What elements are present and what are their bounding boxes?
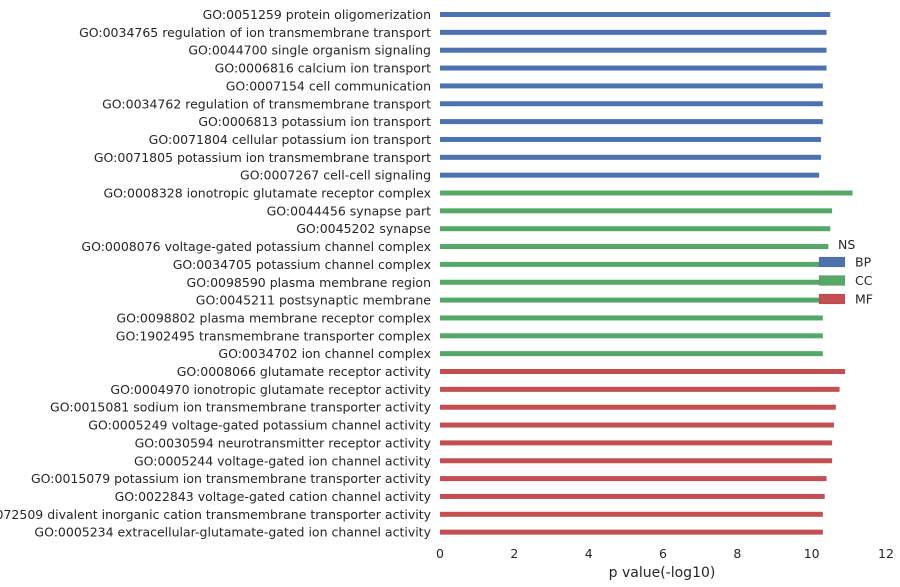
x-tick-label: 12 bbox=[878, 546, 894, 561]
category-label: GO:0045202 synapse bbox=[296, 221, 431, 236]
category-label: GO:0072509 divalent inorganic cation tra… bbox=[0, 507, 432, 522]
bar-cc bbox=[440, 351, 823, 357]
category-label: GO:0098590 plasma membrane region bbox=[187, 275, 431, 290]
category-label: GO:0034702 ion channel complex bbox=[218, 346, 431, 361]
bar-bp bbox=[440, 12, 831, 17]
bar-mf bbox=[440, 476, 827, 482]
x-tick-label: 10 bbox=[804, 546, 820, 561]
x-tick-label: 2 bbox=[510, 546, 518, 561]
category-label: GO:0034762 regulation of transmembrane t… bbox=[102, 96, 431, 111]
bar-bp bbox=[440, 172, 820, 178]
category-label: GO:0015081 sodium ion transmembrane tran… bbox=[50, 400, 432, 415]
category-label: GO:0051259 protein oligomerization bbox=[203, 7, 431, 22]
bar-mf bbox=[440, 529, 823, 535]
category-label: GO:0008066 glutamate receptor activity bbox=[177, 364, 432, 379]
category-label: GO:0006816 calcium ion transport bbox=[215, 61, 431, 76]
x-axis-label: p value(-log10) bbox=[609, 565, 716, 581]
legend-swatch-cc bbox=[818, 275, 846, 286]
category-label: GO:0022843 voltage-gated cation channel … bbox=[115, 489, 432, 504]
bar-cc bbox=[440, 333, 823, 339]
bar-cc bbox=[440, 244, 829, 250]
category-label: GO:0034765 regulation of ion transmembra… bbox=[79, 25, 431, 40]
bar-bp bbox=[440, 65, 827, 71]
category-label: GO:0005249 voltage-gated potassium chann… bbox=[88, 418, 431, 433]
category-label: GO:0098802 plasma membrane receptor comp… bbox=[116, 310, 431, 325]
legend: NS BP CC MF bbox=[818, 237, 873, 307]
bar-mf bbox=[440, 493, 825, 499]
category-label: GO:0015079 potassium ion transmembrane t… bbox=[31, 471, 432, 486]
bar-cc bbox=[440, 315, 823, 321]
category-label: GO:1902495 transmembrane transporter com… bbox=[116, 328, 431, 343]
legend-swatch-mf bbox=[818, 293, 846, 305]
bar-mf bbox=[440, 422, 834, 428]
bar-bp bbox=[440, 29, 827, 35]
legend-label-mf: MF bbox=[855, 292, 873, 307]
category-label: GO:0008328 ionotropic glutamate receptor… bbox=[104, 186, 432, 201]
legend-title: NS bbox=[838, 237, 855, 252]
legend-swatch-bp bbox=[818, 256, 846, 268]
bar-bp bbox=[440, 47, 827, 53]
bar-cc bbox=[440, 279, 825, 285]
legend-entries: BP CC MF bbox=[818, 255, 873, 307]
legend-label-cc: CC bbox=[855, 273, 873, 288]
x-tick-label: 8 bbox=[733, 546, 741, 561]
x-tick-label: 4 bbox=[585, 546, 593, 561]
category-label: GO:0007267 cell-cell signaling bbox=[240, 168, 431, 183]
category-label: GO:0045211 postsynaptic membrane bbox=[196, 293, 432, 308]
bars-group bbox=[440, 12, 853, 535]
bar-mf bbox=[440, 369, 846, 374]
bar-cc bbox=[440, 208, 833, 214]
bar-bp bbox=[440, 101, 823, 107]
bar-mf bbox=[440, 511, 823, 517]
x-tick-label: 0 bbox=[436, 546, 444, 561]
bar-cc bbox=[440, 190, 853, 196]
category-label: GO:0005244 voltage-gated ion channel act… bbox=[134, 453, 432, 468]
category-label: GO:0007154 cell communication bbox=[226, 78, 431, 93]
bar-mf bbox=[440, 404, 836, 410]
category-label: GO:0030594 neurotransmitter receptor act… bbox=[135, 435, 432, 450]
bar-bp bbox=[440, 83, 823, 89]
bar-bp bbox=[440, 154, 821, 160]
bar-cc bbox=[440, 261, 827, 267]
category-labels-group: GO:0051259 protein oligomerization GO:003… bbox=[0, 7, 432, 540]
category-label: GO:0008076 voltage-gated potassium chann… bbox=[81, 239, 431, 254]
bar-cc bbox=[440, 297, 823, 303]
legend-label-bp: BP bbox=[855, 255, 872, 270]
category-label: GO:0004970 ionotropic glutamate receptor… bbox=[110, 382, 431, 397]
bar-mf bbox=[440, 440, 833, 446]
category-label: GO:0071804 cellular potassium ion transp… bbox=[149, 132, 431, 147]
category-label: GO:0034705 potassium channel complex bbox=[173, 257, 431, 272]
x-tick-labels-group: 0 2 4 6 8 10 12 bbox=[436, 546, 894, 561]
bar-bp bbox=[440, 136, 821, 142]
bar-mf bbox=[440, 458, 833, 464]
category-label: GO:0044700 single organism signaling bbox=[188, 43, 431, 58]
bar-mf bbox=[440, 386, 840, 392]
bar-cc bbox=[440, 226, 831, 232]
bar-bp bbox=[440, 119, 823, 125]
category-label: GO:0071805 potassium ion transmembrane t… bbox=[94, 150, 431, 165]
category-label: GO:0006813 potassium ion transport bbox=[198, 114, 431, 129]
x-tick-label: 6 bbox=[659, 546, 667, 561]
category-label: GO:0044456 synapse part bbox=[267, 203, 431, 218]
category-label: GO:0005234 extracellular-glutamate-gated… bbox=[34, 525, 431, 540]
